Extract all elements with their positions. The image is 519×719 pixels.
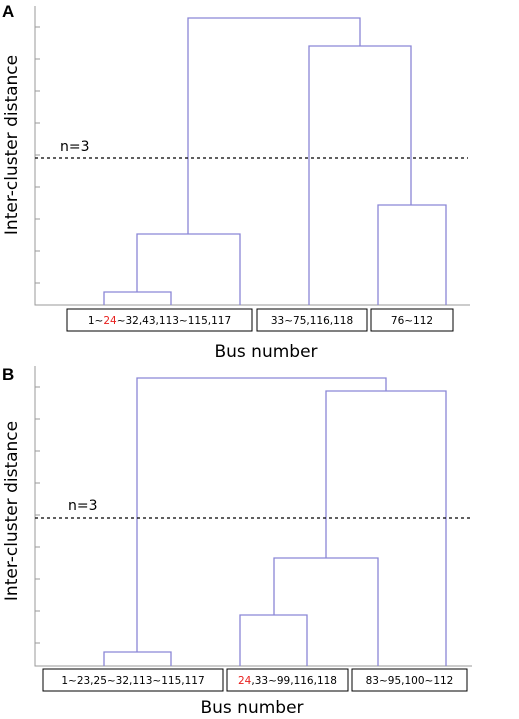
panel-letter-a: A xyxy=(2,2,14,21)
axis-frame xyxy=(34,6,470,306)
dendrogram-link xyxy=(239,614,308,666)
y-ticks xyxy=(35,386,40,644)
cluster-label-box xyxy=(256,308,368,332)
y-axis-label: Inter-cluster distance xyxy=(2,55,22,235)
threshold-label: n=3 xyxy=(68,498,98,514)
dendrogram-link xyxy=(377,204,447,305)
x-axis-label: Bus number xyxy=(214,342,317,362)
cluster-label: 24,33~99,116,118 xyxy=(238,675,337,687)
dendrogram-link xyxy=(103,291,172,305)
axis-frame xyxy=(34,366,472,667)
cluster-labels-a: 1~24~32,43,113~115,117 33~75,116,118 76~… xyxy=(66,308,454,332)
cluster-labels-b: 1~23,25~32,113~115,117 24,33~99,116,118 … xyxy=(42,668,468,692)
dendrogram-link xyxy=(136,233,241,305)
cluster-label-box xyxy=(42,668,224,692)
cluster-label: 33~75,116,118 xyxy=(271,315,353,327)
cluster-label-box xyxy=(66,308,253,332)
y-axis-label: Inter-cluster distance xyxy=(2,421,22,601)
dendrogram-a xyxy=(103,17,447,305)
cluster-label-box xyxy=(370,308,454,332)
dendrogram-b xyxy=(103,377,447,666)
dendrogram-link xyxy=(103,651,172,666)
dendrogram-link xyxy=(273,557,379,666)
panel-b: B Inter-cluster distance n=3 1~23 xyxy=(2,365,472,718)
cluster-label: 1~23,25~32,113~115,117 xyxy=(61,675,204,687)
y-ticks xyxy=(35,26,40,284)
cluster-label: 76~112 xyxy=(391,315,433,327)
dendrogram-link xyxy=(136,377,387,652)
x-axis-label: Bus number xyxy=(200,698,303,718)
dendrogram-link xyxy=(325,390,447,666)
dendrogram-link xyxy=(308,45,412,305)
dendrogram-link xyxy=(187,17,361,234)
threshold-label: n=3 xyxy=(60,139,90,155)
panel-letter-b: B xyxy=(2,365,14,384)
cluster-label-box xyxy=(226,668,349,692)
cluster-label: 83~95,100~112 xyxy=(366,675,454,687)
cluster-label-box xyxy=(351,668,468,692)
cluster-label: 1~24~32,43,113~115,117 xyxy=(88,315,231,327)
panel-a: A Inter-cluster distance n=3 1~24 xyxy=(2,2,470,362)
